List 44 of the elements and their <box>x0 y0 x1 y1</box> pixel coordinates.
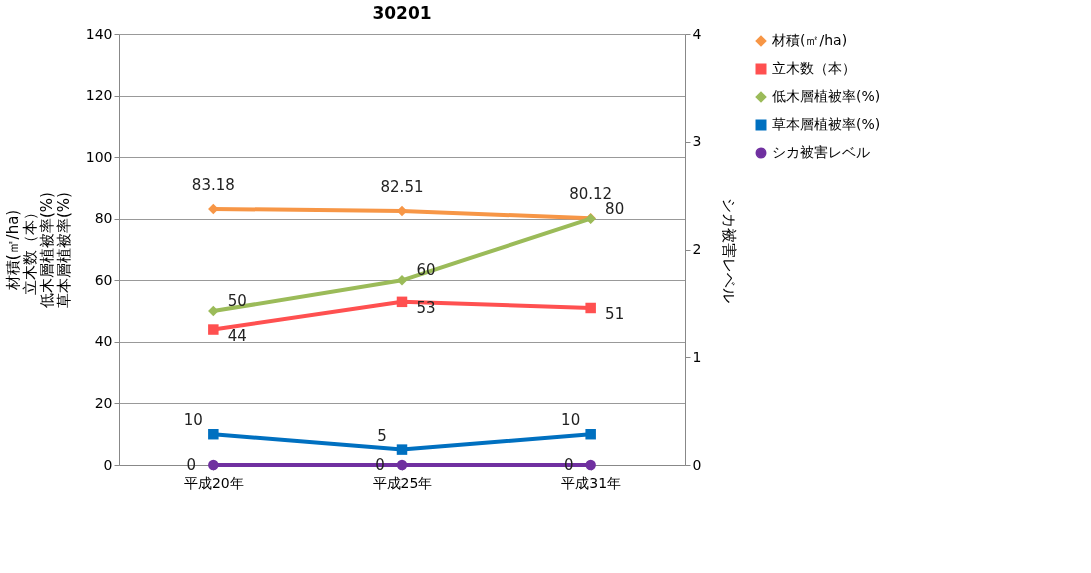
chart-title: 30201 <box>372 3 432 23</box>
y-axis-title: 材積(㎡/ha)立木数（本）低木層植被率(%)草本層植被率(%) <box>3 192 73 308</box>
point <box>396 296 408 308</box>
data-label: 44 <box>227 326 247 345</box>
point <box>208 305 219 317</box>
y2-tick-label: 2 <box>692 241 702 257</box>
x-tick-label: 平成25年 <box>372 474 433 491</box>
point <box>585 302 596 314</box>
legend-label: シカ被害レベル <box>772 144 870 160</box>
legend-label: 材積(㎡/ha) <box>771 32 848 48</box>
data-label: 51 <box>605 304 625 323</box>
y2-tick-label: 4 <box>692 25 702 42</box>
y-tick-label: 40 <box>94 333 113 350</box>
point <box>585 428 596 440</box>
data-label: 5 <box>377 426 387 445</box>
y-tick-label: 60 <box>94 271 113 288</box>
legend-label: 立木数（本） <box>772 60 856 76</box>
data-label: 10 <box>561 411 581 430</box>
data-label: 0 <box>375 456 385 474</box>
y2-tick-label: 0 <box>692 456 702 473</box>
y2-tick-label: 1 <box>692 348 702 365</box>
y-tick-label: 120 <box>85 87 113 104</box>
x-tick-label: 平成31年 <box>561 474 622 491</box>
y-tick-label: 140 <box>85 25 113 42</box>
data-label: 82.51 <box>380 177 424 196</box>
data-label: 50 <box>227 292 247 311</box>
data-label: 53 <box>416 298 436 317</box>
y-tick-label: 100 <box>85 148 113 165</box>
legend-label: 低木層植被率(%) <box>772 88 881 104</box>
data-label: 83.18 <box>191 175 235 194</box>
point <box>208 428 219 440</box>
point <box>396 444 408 455</box>
data-label: 0 <box>563 456 574 474</box>
y2-axis-title: シカ被害レベル <box>720 197 739 303</box>
y-tick-label: 80 <box>94 210 113 227</box>
y-tick-label: 20 <box>94 394 113 411</box>
data-label: 10 <box>183 411 203 430</box>
data-label: 80 <box>605 199 625 218</box>
point <box>208 324 219 335</box>
legend-label: 草本層植被率(%) <box>772 116 881 132</box>
x-tick-label: 平成20年 <box>183 474 244 491</box>
data-label: 0 <box>186 456 197 474</box>
y-tick-label: 0 <box>103 456 113 473</box>
y2-tick-label: 3 <box>692 133 702 150</box>
